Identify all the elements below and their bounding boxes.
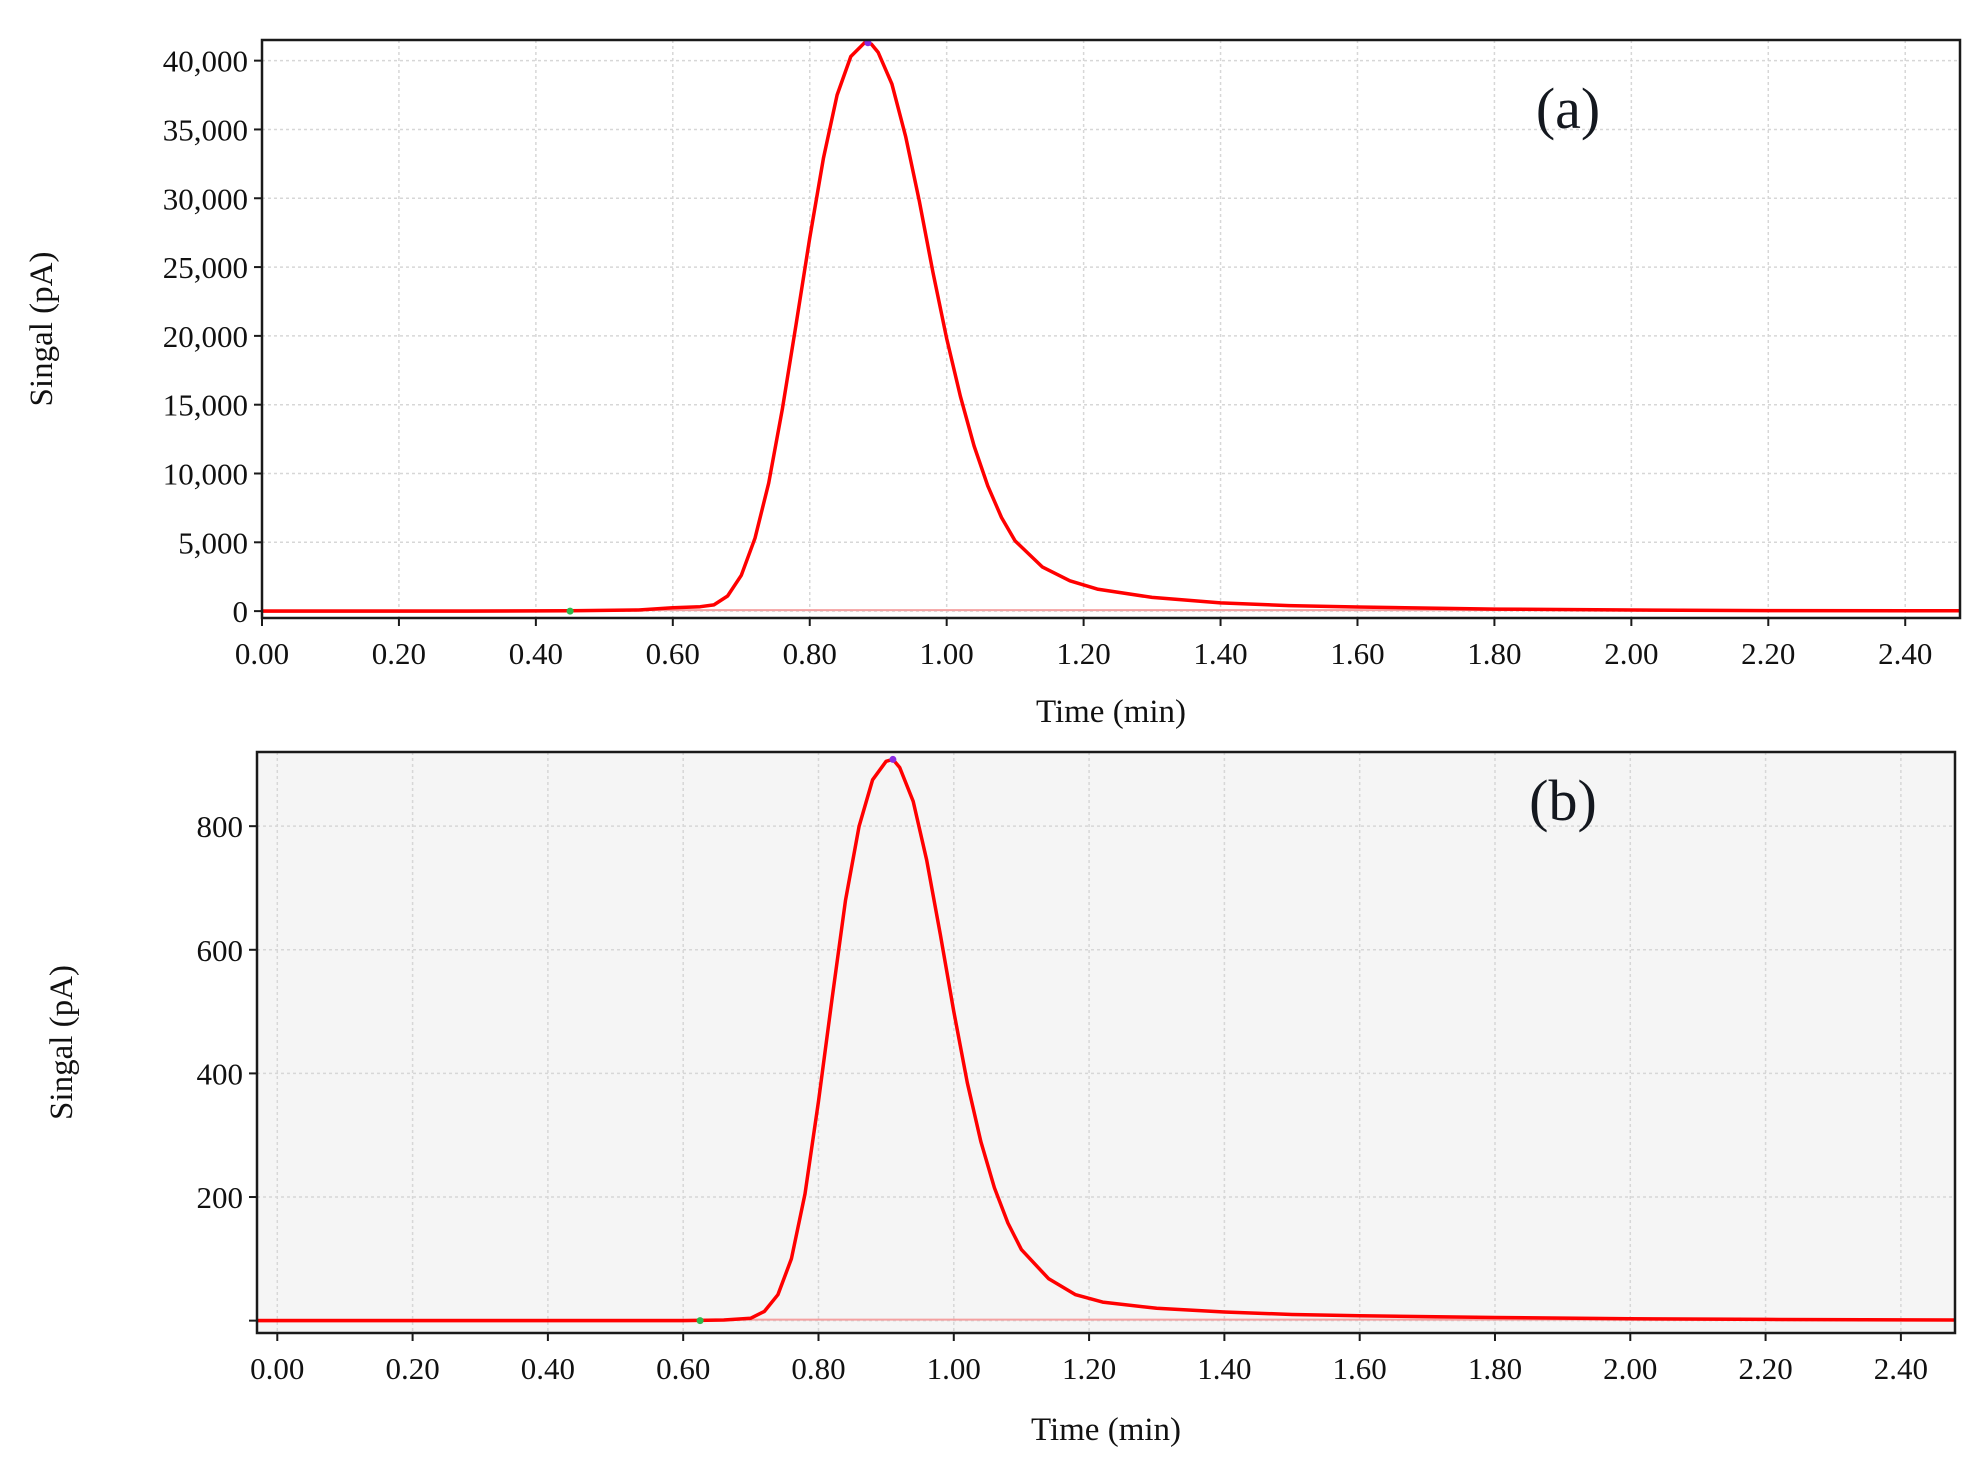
x-tick-label: 0.40 — [509, 636, 563, 671]
y-tick-label: 800 — [197, 809, 244, 844]
x-tick-label: 0.60 — [646, 636, 700, 671]
x-tick-label: 1.40 — [1197, 1351, 1251, 1386]
y-tick-label: 0 — [233, 594, 249, 629]
chart-panel-b: 0.00 0.20 0.40 0.60 0.80 1.00 1.20 1.40 1.60 1.80… — [44, 750, 1957, 1448]
plot-frame — [255, 750, 1957, 1335]
x-axis-label: Time (min) — [1031, 1412, 1181, 1448]
x-tick-label: 2.20 — [1741, 636, 1795, 671]
x-tick-label: 1.60 — [1330, 636, 1384, 671]
x-tick-label: 0.00 — [250, 1351, 304, 1386]
peak-marker — [566, 607, 574, 615]
x-tick-label: 0.40 — [521, 1351, 575, 1386]
y-tick-label: 400 — [197, 1056, 244, 1091]
plot-frame — [260, 38, 1962, 620]
peak-markers — [696, 755, 897, 1325]
panel-label: (a) — [1536, 76, 1600, 141]
plot-area — [262, 40, 1960, 618]
y-tick-label: 20,000 — [163, 319, 248, 354]
x-tick-label: 1.20 — [1056, 636, 1110, 671]
x-tick-label: 0.20 — [372, 636, 426, 671]
plot-area — [257, 752, 1955, 1333]
series-line — [262, 41, 1961, 613]
x-tick-label: 1.80 — [1468, 1351, 1522, 1386]
y-tick-label: 25,000 — [163, 250, 248, 285]
x-tick-label: 2.00 — [1604, 636, 1658, 671]
x-tick-label: 2.00 — [1603, 1351, 1657, 1386]
x-tick-label: 0.80 — [791, 1351, 845, 1386]
x-tick-label: 1.60 — [1333, 1351, 1387, 1386]
y-axis-label: Singal (pA) — [44, 965, 80, 1120]
x-axis-label: Time (min) — [1036, 694, 1186, 730]
x-tick-label: 0.00 — [235, 636, 289, 671]
peak-marker — [696, 1317, 704, 1325]
y-axis-ticks: 200 400 600 800 — [197, 809, 257, 1322]
y-axis-label: Singal (pA) — [24, 252, 60, 407]
x-axis-ticks: 0.00 0.20 0.40 0.60 0.80 1.00 1.20 1.40 1.60 1.80… — [250, 1333, 1928, 1386]
y-tick-label: 40,000 — [163, 44, 248, 79]
y-tick-label: 30,000 — [163, 181, 248, 216]
x-tick-label: 2.40 — [1874, 1351, 1928, 1386]
x-tick-label: 2.20 — [1738, 1351, 1792, 1386]
series-line — [257, 757, 1956, 1323]
peak-marker — [889, 755, 897, 763]
y-tick-label: 600 — [197, 933, 244, 968]
x-tick-label: 0.60 — [656, 1351, 710, 1386]
x-tick-label: 1.40 — [1193, 636, 1247, 671]
y-tick-label: 35,000 — [163, 112, 248, 147]
x-axis-ticks: 0.00 0.20 0.40 0.60 0.80 1.00 1.20 1.40 1.60 1.80… — [235, 618, 1932, 671]
x-tick-label: 0.80 — [783, 636, 837, 671]
y-tick-label: 5,000 — [178, 525, 248, 560]
chart-panel-a: 0.00 0.20 0.40 0.60 0.80 1.00 1.20 1.40 1.60 1.80… — [24, 38, 1962, 730]
x-tick-label: 1.80 — [1467, 636, 1521, 671]
y-axis-ticks: 0 5,000 10,000 15,000 20,000 25,000 30,000 35,0… — [163, 44, 262, 629]
x-tick-label: 1.20 — [1062, 1351, 1116, 1386]
x-tick-label: 2.40 — [1878, 636, 1932, 671]
y-tick-label: 15,000 — [163, 388, 248, 423]
y-tick-label: 10,000 — [163, 457, 248, 492]
y-tick-label: 200 — [197, 1180, 244, 1215]
x-tick-label: 1.00 — [920, 636, 974, 671]
x-tick-label: 0.20 — [385, 1351, 439, 1386]
panel-label: (b) — [1529, 768, 1597, 833]
x-tick-label: 1.00 — [927, 1351, 981, 1386]
